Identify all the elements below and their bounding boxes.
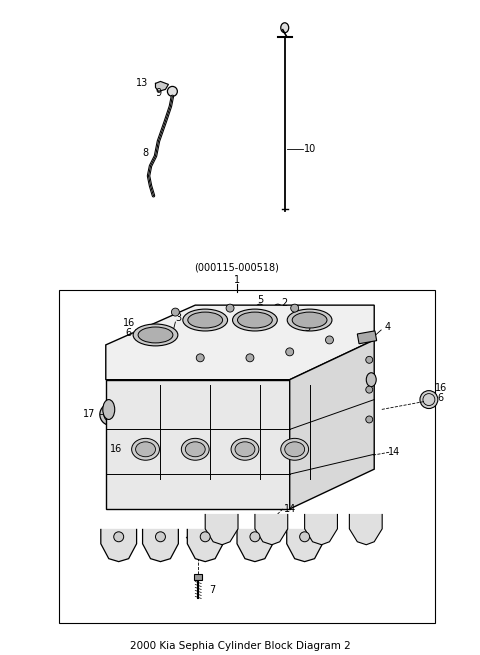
Text: 4: 4 — [384, 322, 390, 332]
Polygon shape — [290, 340, 374, 509]
Circle shape — [366, 416, 373, 423]
Circle shape — [226, 304, 234, 312]
Ellipse shape — [366, 373, 376, 386]
Text: 3: 3 — [304, 323, 311, 333]
Text: 2000 Kia Sephia Cylinder Block Diagram 2: 2000 Kia Sephia Cylinder Block Diagram 2 — [130, 641, 350, 651]
Circle shape — [165, 344, 172, 352]
Circle shape — [114, 532, 124, 542]
Text: 3: 3 — [175, 313, 181, 323]
Polygon shape — [106, 380, 290, 509]
Ellipse shape — [103, 400, 115, 419]
Circle shape — [325, 336, 334, 344]
Circle shape — [420, 390, 438, 409]
Circle shape — [291, 304, 299, 312]
Circle shape — [256, 304, 264, 312]
Ellipse shape — [181, 438, 209, 460]
Ellipse shape — [235, 442, 255, 457]
Text: 6: 6 — [126, 328, 132, 338]
Text: 5: 5 — [257, 295, 263, 305]
Ellipse shape — [136, 442, 156, 457]
Bar — [194, 574, 202, 580]
Circle shape — [274, 304, 282, 312]
Text: 13: 13 — [136, 79, 149, 88]
Circle shape — [250, 532, 260, 542]
Text: 14: 14 — [284, 504, 296, 514]
Text: 6: 6 — [438, 392, 444, 403]
Polygon shape — [349, 514, 382, 545]
Circle shape — [366, 356, 373, 364]
Polygon shape — [156, 81, 168, 92]
Text: 17: 17 — [83, 409, 95, 419]
Ellipse shape — [281, 438, 309, 460]
Text: 8: 8 — [143, 148, 148, 158]
Text: 1: 1 — [234, 275, 240, 286]
Text: 16: 16 — [122, 318, 135, 328]
Polygon shape — [237, 529, 273, 561]
Ellipse shape — [132, 438, 159, 460]
Circle shape — [132, 331, 150, 349]
Ellipse shape — [238, 312, 272, 328]
Text: 9: 9 — [156, 88, 162, 98]
Circle shape — [168, 86, 178, 96]
Ellipse shape — [133, 324, 178, 346]
Bar — [357, 331, 377, 344]
Ellipse shape — [138, 327, 173, 343]
Circle shape — [246, 354, 254, 362]
Ellipse shape — [292, 312, 327, 328]
Circle shape — [286, 348, 294, 356]
Text: 10: 10 — [303, 144, 316, 154]
Polygon shape — [255, 514, 288, 545]
Ellipse shape — [188, 312, 223, 328]
Ellipse shape — [183, 309, 228, 331]
Ellipse shape — [285, 442, 305, 457]
Polygon shape — [101, 529, 137, 561]
Polygon shape — [205, 514, 238, 545]
Ellipse shape — [287, 309, 332, 331]
Circle shape — [171, 308, 180, 316]
Ellipse shape — [232, 309, 277, 331]
Circle shape — [300, 532, 310, 542]
Text: 2: 2 — [282, 298, 288, 308]
Text: (000115-000518): (000115-000518) — [194, 263, 279, 272]
Ellipse shape — [185, 442, 205, 457]
Circle shape — [100, 403, 122, 426]
Circle shape — [196, 354, 204, 362]
Circle shape — [156, 532, 166, 542]
Circle shape — [120, 438, 138, 457]
Polygon shape — [143, 529, 179, 561]
Text: 7: 7 — [209, 586, 216, 595]
Circle shape — [366, 386, 373, 393]
Polygon shape — [287, 529, 323, 561]
Ellipse shape — [231, 438, 259, 460]
Polygon shape — [305, 514, 337, 545]
Circle shape — [296, 316, 304, 324]
Polygon shape — [106, 305, 374, 380]
Text: 16: 16 — [435, 383, 447, 392]
Circle shape — [200, 532, 210, 542]
Text: 14: 14 — [388, 447, 400, 457]
Bar — [59, 290, 435, 624]
Text: 16: 16 — [109, 444, 122, 455]
Ellipse shape — [281, 23, 288, 33]
Polygon shape — [187, 529, 223, 561]
